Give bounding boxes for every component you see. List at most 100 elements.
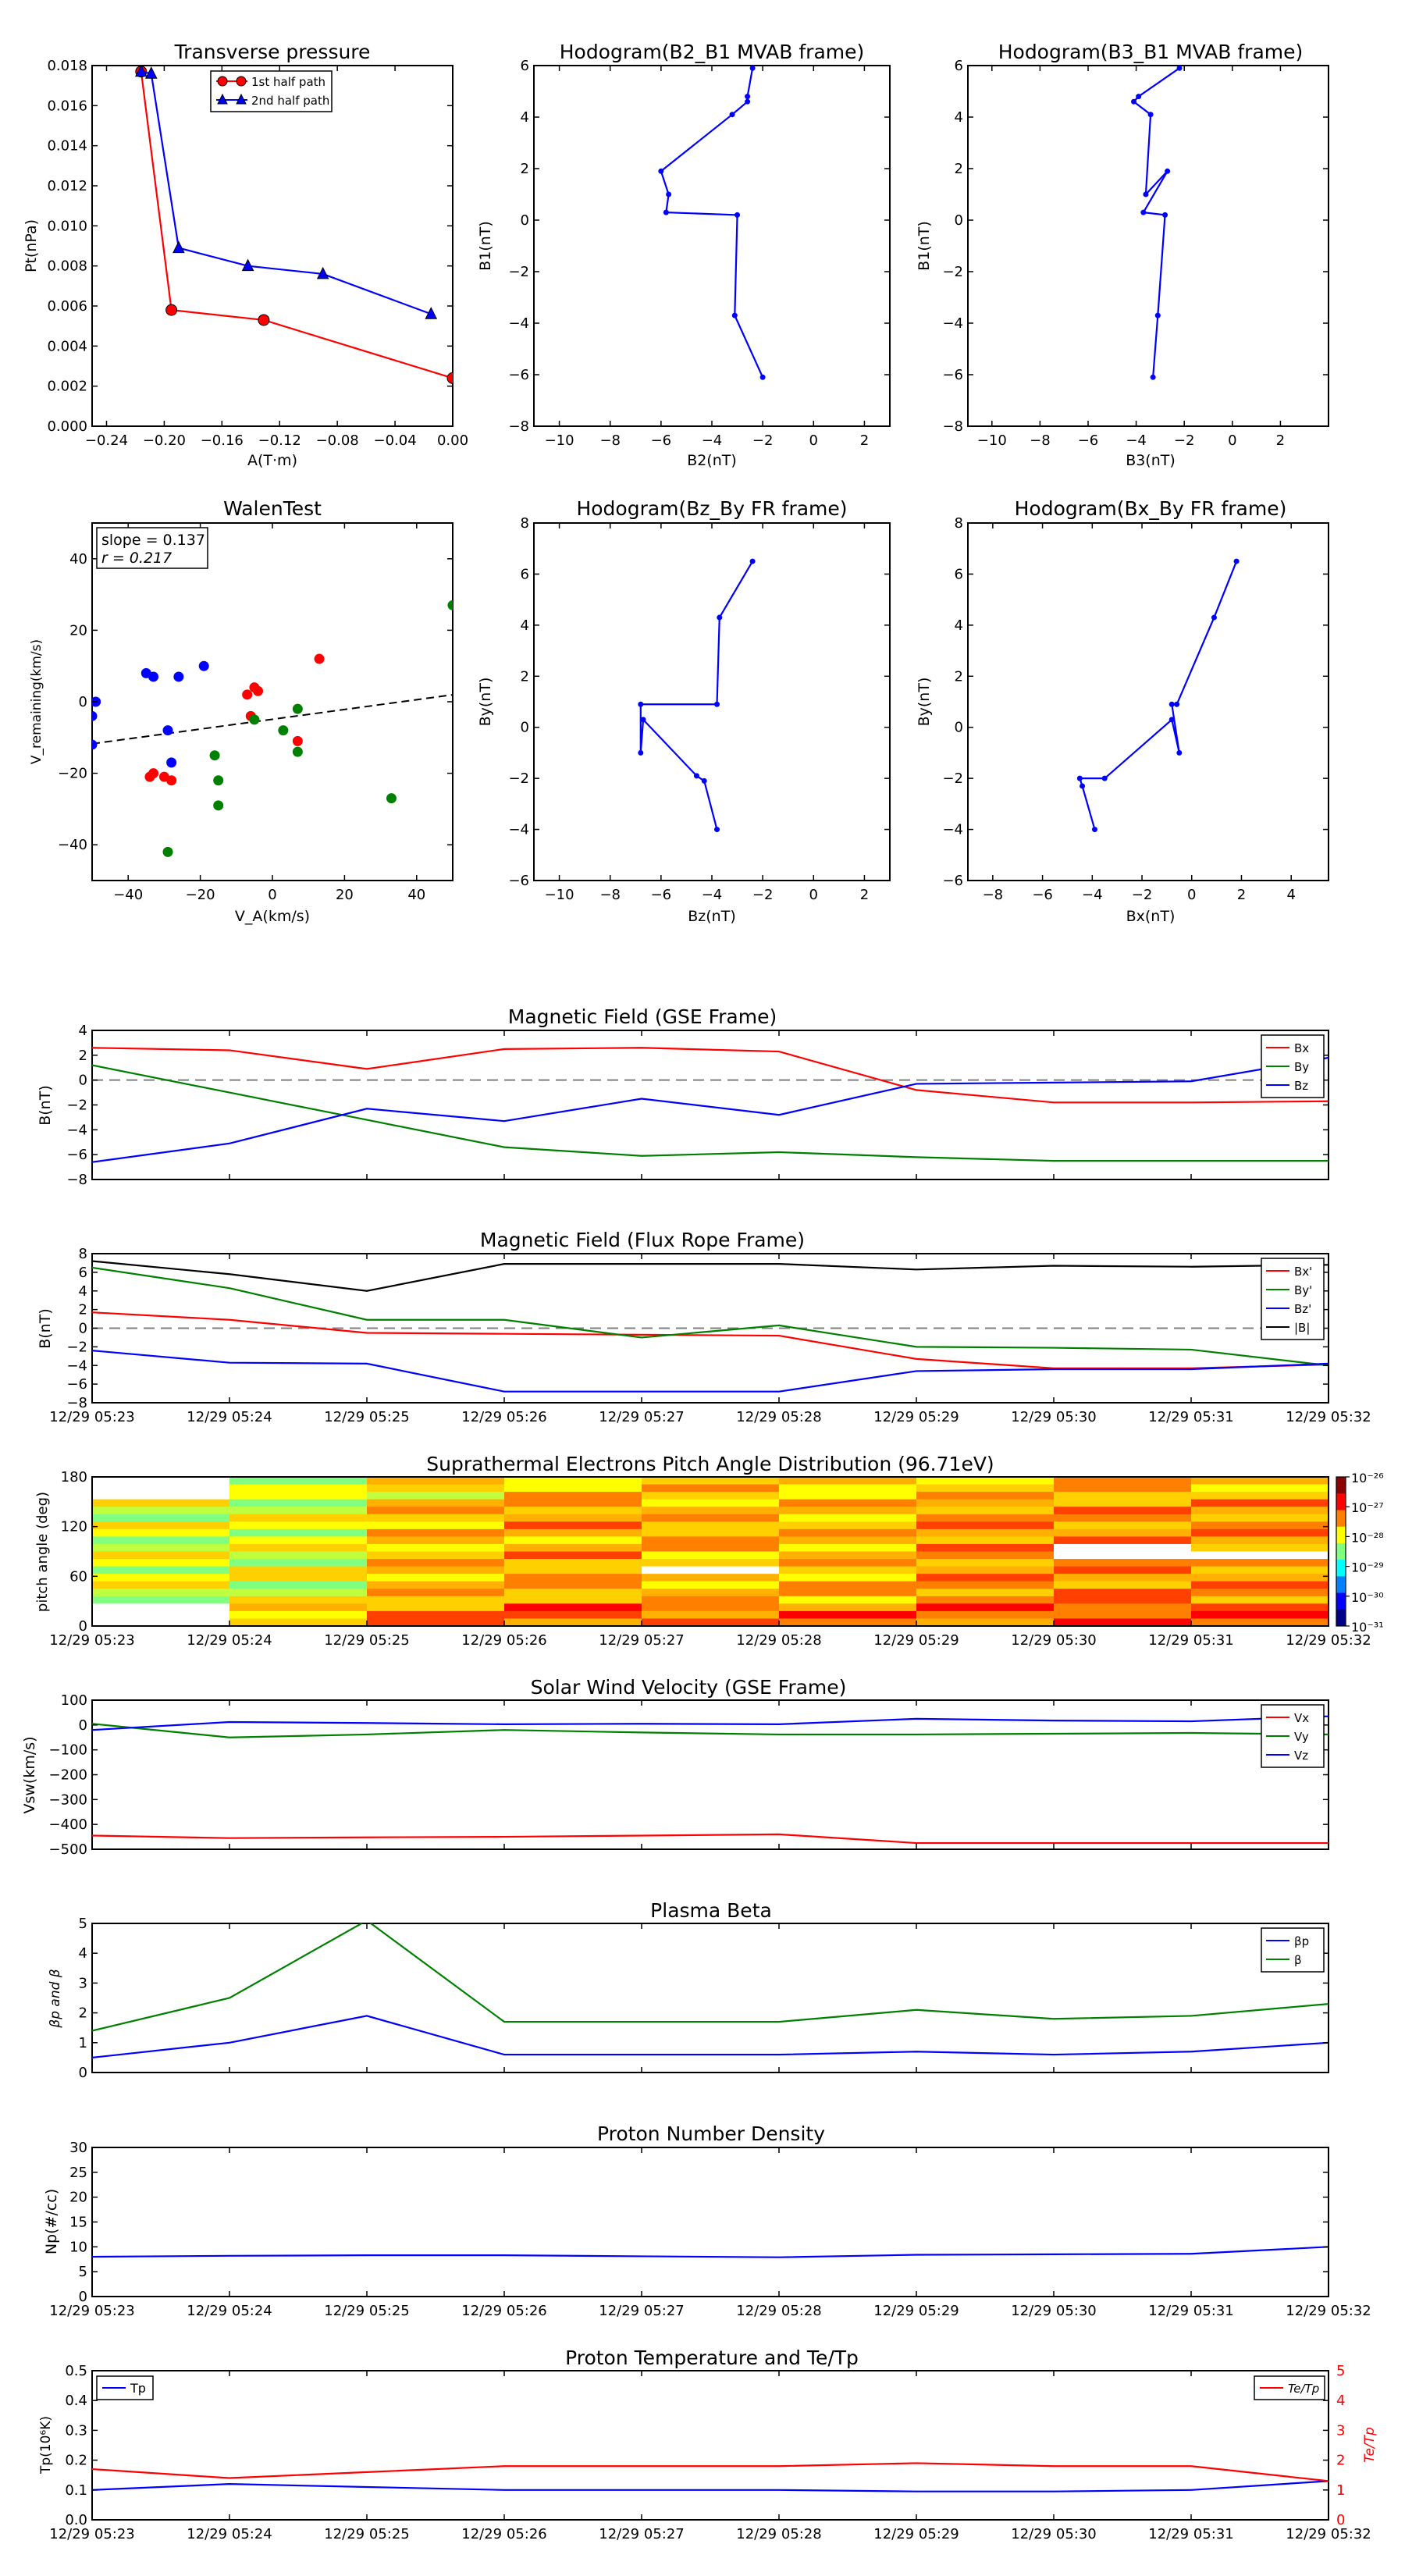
transverse-ytick-label: 0.006 — [47, 298, 87, 315]
hodo3-ytick-label: 8 — [521, 515, 529, 532]
temp-ytick-label: 0.3 — [65, 2422, 87, 2439]
pad-cell — [779, 1610, 917, 1619]
hodo4-ytick-label: −2 — [942, 770, 963, 787]
walen-xtick-label: −20 — [186, 887, 215, 903]
density-ylabel: Np(#/cc) — [43, 2189, 60, 2254]
pad-cell — [367, 1603, 505, 1612]
pad-cell — [779, 1543, 917, 1552]
hodo2-ytick-label: −2 — [942, 264, 963, 280]
hodo1-axes — [533, 65, 891, 427]
pad-cell — [916, 1610, 1055, 1619]
hodo4-ytick-label: 8 — [955, 515, 963, 532]
pad-cell — [92, 1589, 230, 1597]
density-axes — [91, 2147, 1329, 2297]
mag_fr-time-label: 12/29 05:25 — [324, 1409, 409, 1425]
walen-xtick-label: −40 — [113, 887, 143, 903]
pad-cell — [1191, 1484, 1329, 1493]
temp-time-label: 12/29 05:26 — [461, 2526, 546, 2542]
hodo4-point — [1233, 558, 1240, 564]
pad-cell — [504, 1551, 642, 1560]
pad-cell — [504, 1574, 642, 1582]
mag_fr-legend-label: Bz' — [1294, 1302, 1311, 1316]
beta-ytick-label: 2 — [79, 2005, 87, 2022]
temp-legend-left: Tp — [96, 2375, 154, 2400]
pad-cell — [1054, 1581, 1192, 1589]
pad-cell — [779, 1536, 917, 1545]
hodo1-point — [749, 66, 756, 71]
hodo2-marks — [1131, 66, 1183, 380]
pad-cell — [367, 1610, 505, 1619]
pad-cell — [916, 1618, 1055, 1627]
temp-ytick-right-label: 2 — [1336, 2453, 1345, 2469]
walen-marks — [92, 600, 453, 857]
hodo1-xtick-label: −10 — [545, 432, 574, 449]
walen-point-green — [213, 800, 224, 811]
pad-cell — [504, 1610, 642, 1619]
pad-cell — [1191, 1596, 1329, 1604]
hodo3-xtick-label: −10 — [545, 887, 574, 903]
hodo3-xtick-label: −6 — [651, 887, 672, 903]
mag_fr-ytick-label: 0 — [79, 1321, 87, 1337]
mag_gse-ytick-label: 4 — [79, 1023, 87, 1039]
pad-cell — [229, 1589, 368, 1597]
pad-cell — [92, 1618, 230, 1627]
hodo3-ytick-label: −4 — [508, 822, 529, 838]
mag-gse-plot-area: −8 −6 −4 −2 0 2 4 — [66, 1023, 1329, 1188]
pad-cell — [504, 1589, 642, 1597]
pad-cell — [642, 1581, 780, 1589]
pad-cell — [1191, 1477, 1329, 1485]
mag_fr-legend-box — [1261, 1258, 1325, 1340]
temp-axes — [91, 2370, 1329, 2521]
pad-cell — [504, 1514, 642, 1522]
pad-ytick-label: 60 — [69, 1568, 87, 1585]
hodo2-ytick-label: −6 — [942, 367, 963, 383]
temp-ytick-right-label: 0 — [1336, 2512, 1345, 2528]
hodo4-xtick-label: −2 — [1132, 887, 1153, 903]
mag-fr-ylabel: B(nT) — [37, 1308, 54, 1349]
pad-cell — [92, 1551, 230, 1560]
walen-point-blue — [198, 660, 209, 671]
vel-ytick-label: −100 — [49, 1742, 87, 1759]
density-time-label: 12/29 05:25 — [324, 2303, 409, 2319]
pad-cell — [642, 1589, 780, 1597]
pad-cell — [229, 1618, 368, 1627]
walen-point-red — [253, 685, 264, 696]
mag-gse-legend: Bx By Bz — [1261, 1034, 1325, 1098]
hodo2-point — [1147, 112, 1154, 118]
pad-cell — [229, 1507, 368, 1515]
walen-slope-label: slope = 0.137 — [101, 532, 205, 549]
walen-point-red — [314, 653, 325, 664]
pad-cell — [642, 1536, 780, 1545]
pad-ytick-label: 180 — [61, 1469, 87, 1485]
pad-time-label: 12/29 05:25 — [324, 1632, 409, 1649]
pad-cell — [229, 1499, 368, 1507]
vel-ylabel: Vsw(km/s) — [21, 1736, 38, 1813]
temp-ytick-right-label: 1 — [1336, 2482, 1345, 2499]
mag_fr-series-0 — [92, 1311, 1329, 1369]
pad-cell — [642, 1559, 780, 1567]
mag_fr-time-label: 12/29 05:30 — [1011, 1409, 1096, 1425]
hodo1-title: Hodogram(B2_B1 MVAB frame) — [560, 41, 865, 63]
vel-series-1 — [92, 1723, 1329, 1738]
density-ytick-label: 15 — [69, 2215, 87, 2231]
pad-cell — [642, 1610, 780, 1619]
transverse-xlabel: A(T·m) — [247, 452, 297, 469]
mag_fr-legend-label: By' — [1294, 1283, 1312, 1297]
panel-transverse-pressure: Transverse pressure −0.24 −0.20 −0.16 −0.12… — [23, 41, 468, 469]
pad-cell — [916, 1484, 1055, 1493]
beta-series-1 — [92, 1923, 1329, 2032]
temp-legend-right: Te/Tp — [1254, 2375, 1325, 2400]
temp-time-label: 12/29 05:23 — [49, 2526, 134, 2542]
hodo2-ytick-label: 4 — [955, 109, 963, 126]
vel-title: Solar Wind Velocity (GSE Frame) — [531, 1676, 847, 1699]
density-time-label: 12/29 05:24 — [187, 2303, 272, 2319]
hodo1-point — [729, 112, 735, 118]
density-marks — [92, 2246, 1329, 2258]
pad-cell — [504, 1566, 642, 1574]
density-time-label: 12/29 05:29 — [873, 2303, 959, 2319]
temp-ytick-right-label: 5 — [1336, 2363, 1345, 2379]
pad-cell — [779, 1492, 917, 1500]
panel-hodogram-bx-by: Hodogram(Bx_By FR frame) −8 −6 −4 −2 0 2 4 −6 −4… — [916, 497, 1329, 925]
pad-axis-ticks: 0 60 120 180 — [61, 1469, 1329, 1635]
pad-cell — [1054, 1477, 1192, 1485]
